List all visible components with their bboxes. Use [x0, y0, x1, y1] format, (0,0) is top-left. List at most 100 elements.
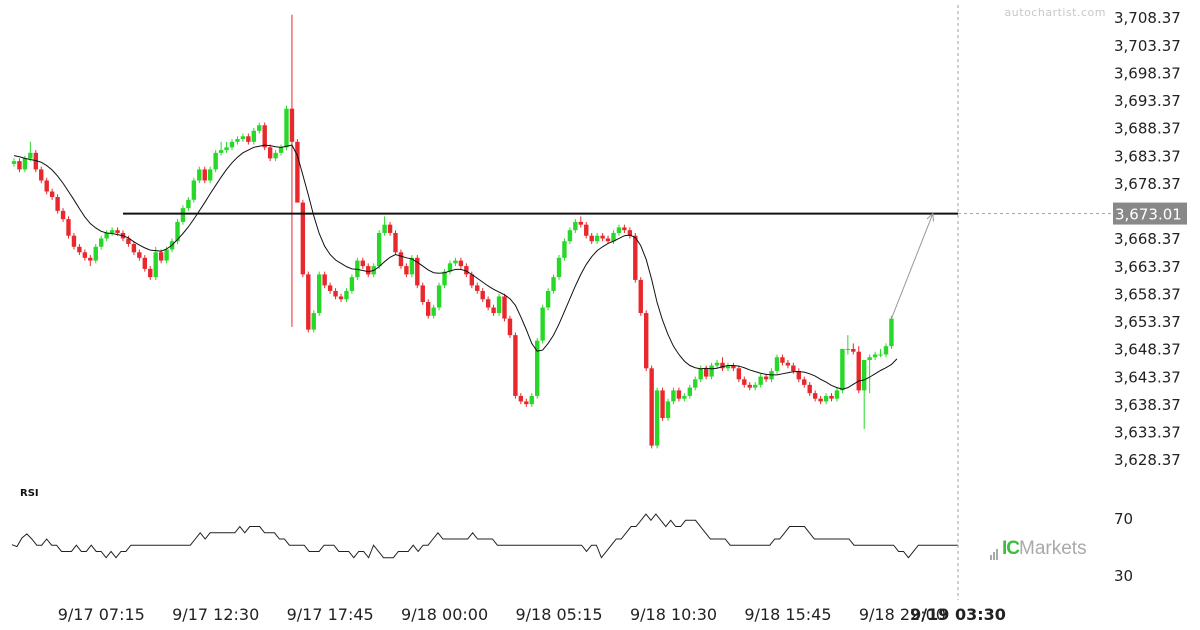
time-tick-label: 9/18 22:00 [859, 605, 946, 624]
candle-body [654, 390, 660, 446]
candle-body [415, 257, 420, 286]
forecast-arrow-line [890, 213, 934, 319]
candle-body [633, 235, 638, 280]
candle-body [600, 235, 605, 239]
candle [802, 376, 807, 388]
candle-body [99, 238, 104, 247]
candle-body [753, 384, 758, 388]
candle [164, 246, 169, 264]
candle [845, 335, 851, 355]
candle [589, 232, 594, 244]
candle-body [22, 158, 28, 170]
candle [633, 232, 638, 283]
candle [654, 387, 660, 449]
candle-body [126, 238, 131, 244]
candle-body [366, 266, 371, 275]
price-tick-label: 3,633.37 [1114, 424, 1181, 442]
candle-body [682, 395, 687, 399]
candle [834, 387, 840, 402]
candle-body [420, 285, 425, 302]
candle-body [622, 227, 627, 231]
candle [186, 197, 191, 211]
candle [77, 244, 82, 256]
candle-body [851, 348, 856, 352]
candle-body [278, 147, 284, 153]
candle-body [562, 241, 567, 258]
candle-body [376, 232, 382, 267]
candle [720, 357, 725, 372]
candle-body [240, 136, 246, 140]
candle [273, 150, 278, 162]
candle [202, 166, 207, 184]
candle-body [807, 384, 812, 394]
candle [584, 221, 589, 239]
candle-body [703, 368, 709, 377]
candle-body [660, 390, 665, 418]
candle [676, 387, 682, 402]
time-tick-label: 9/17 12:30 [172, 605, 259, 624]
candle-body [731, 365, 736, 369]
candle-body [66, 219, 71, 236]
candle-body [529, 395, 534, 405]
candle [753, 382, 758, 391]
candle-body [551, 277, 556, 291]
candle-body [235, 139, 240, 142]
candle-body [720, 362, 725, 369]
candle-body [638, 279, 643, 314]
candle [867, 354, 872, 394]
price-tick-label: 3,628.37 [1114, 451, 1181, 469]
candle [436, 282, 442, 311]
candle-body [344, 290, 349, 300]
time-tick-label: 9/18 05:15 [515, 605, 602, 624]
price-tick-label: 3,638.37 [1114, 396, 1181, 414]
candle-body [436, 285, 442, 308]
candle [447, 260, 453, 275]
forecast-arrow-head [926, 212, 934, 222]
candle [573, 219, 578, 233]
candle-body [573, 221, 578, 231]
candle [109, 227, 115, 236]
price-tick-label: 3,658.37 [1114, 285, 1181, 303]
candle [382, 216, 387, 236]
candle [338, 293, 344, 302]
time-tick-label: 9/19 03:30 [910, 605, 1006, 624]
candle-body [186, 199, 191, 209]
candle [796, 368, 801, 383]
candle [742, 376, 747, 388]
candle-body [840, 348, 845, 391]
candle [567, 227, 573, 244]
candle [44, 177, 49, 195]
candle-body [355, 260, 360, 278]
candle-body [616, 227, 622, 233]
candle-body [594, 235, 600, 242]
forecast-layer [890, 212, 934, 319]
candle-body [60, 210, 66, 220]
candle-body [33, 152, 38, 170]
candle-body [175, 221, 180, 242]
candle-body [398, 252, 404, 267]
logo-suffix: Markets [1019, 538, 1087, 559]
price-tick-label: 3,678.37 [1114, 175, 1181, 193]
time-tick-label: 9/17 17:45 [287, 605, 374, 624]
candle [366, 263, 371, 278]
candle-body [306, 274, 311, 330]
candle-body [709, 365, 714, 377]
candle-body [453, 260, 458, 264]
candle [878, 348, 883, 358]
candle [235, 136, 240, 145]
candle-body [567, 230, 573, 242]
candle [393, 230, 398, 256]
candle-body [485, 299, 491, 308]
candle-body [284, 108, 289, 148]
candle [889, 315, 894, 349]
candle [485, 296, 491, 311]
price-axis[interactable]: 3,708.37 3,703.37 3,698.37 3,693.37 3,688.37… [1113, 9, 1187, 469]
candle-body [131, 244, 137, 253]
candle-body [774, 357, 780, 372]
candle-body [665, 401, 671, 418]
candle [627, 227, 633, 239]
candle-body [627, 230, 633, 236]
candle-body [93, 246, 98, 261]
time-axis[interactable]: 9/17 07:15 9/17 12:30 9/17 17:45 9/18 00:00… [58, 605, 1006, 624]
